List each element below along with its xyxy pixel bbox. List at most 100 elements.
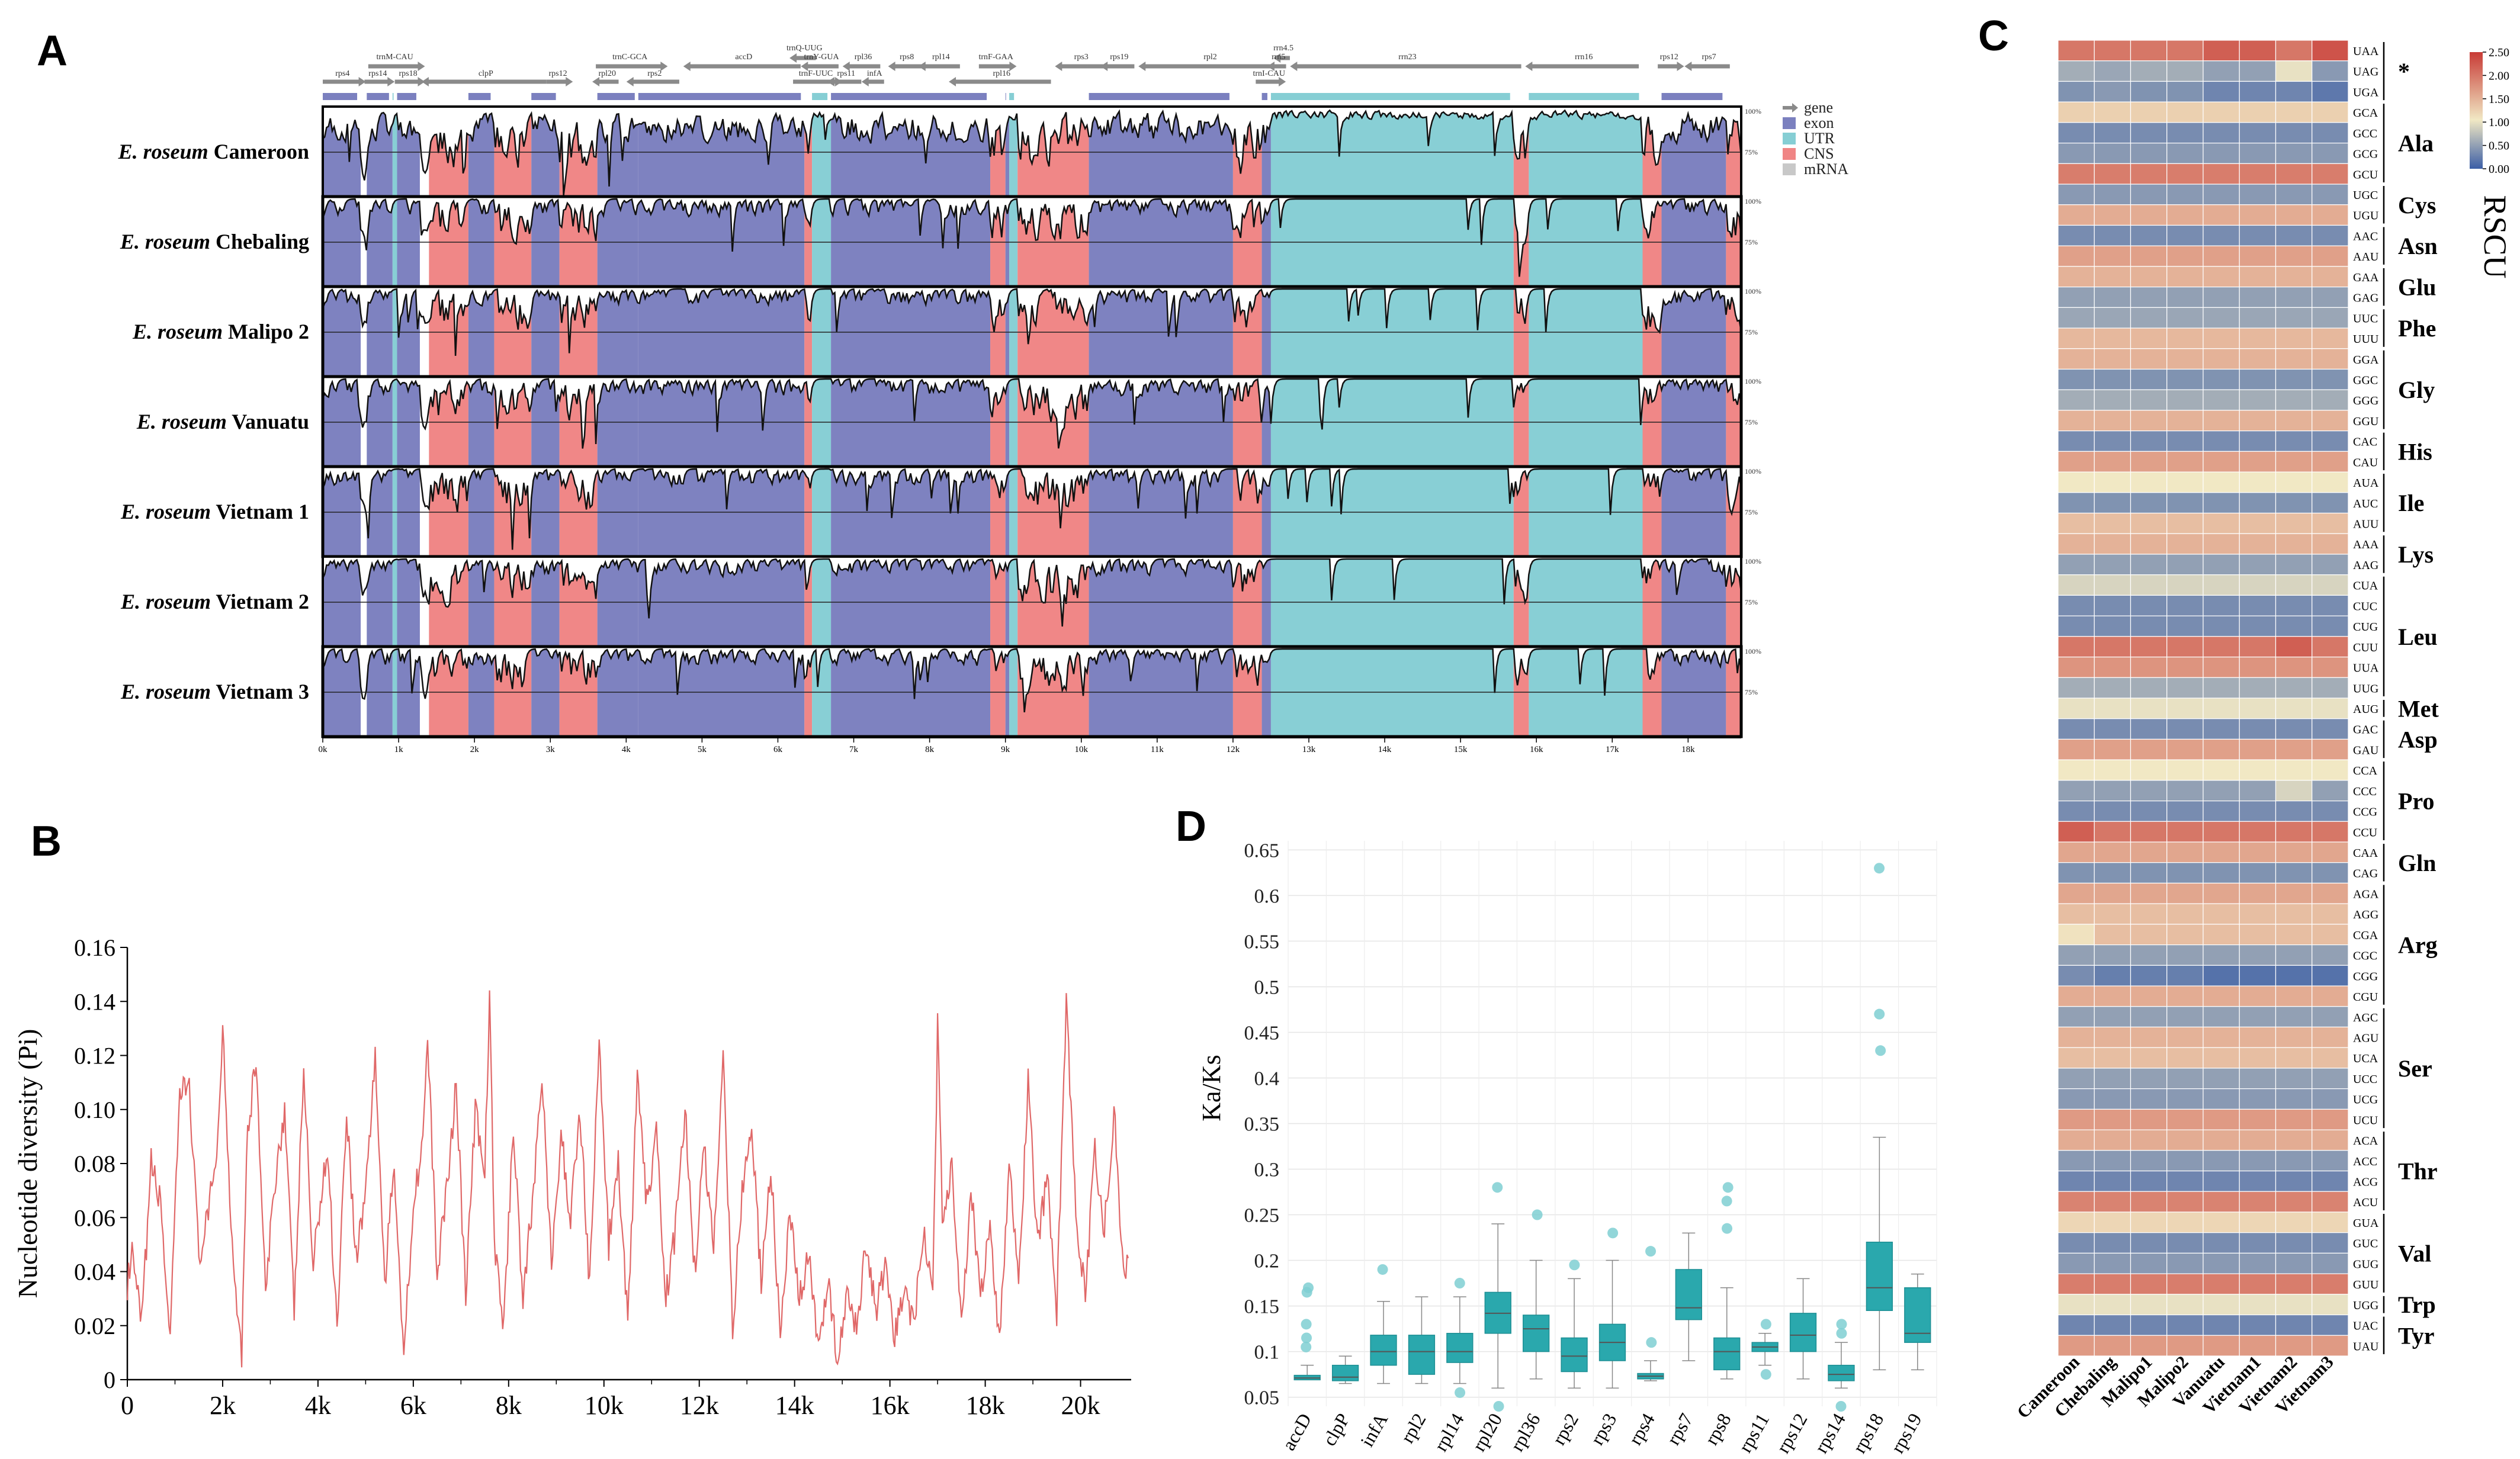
heat-cell bbox=[2057, 594, 2095, 616]
heat-cell bbox=[2057, 1006, 2095, 1028]
gene-block bbox=[1089, 93, 1229, 100]
colorbar-tick-label: 2.00 bbox=[2489, 69, 2509, 82]
heat-cell bbox=[2275, 780, 2313, 802]
identity-tick-100: 100% bbox=[1745, 557, 1761, 565]
colorbar-tick-label: 1.00 bbox=[2489, 116, 2509, 129]
heat-cell bbox=[2166, 985, 2204, 1007]
d-y-tick-label: 0.5 bbox=[1254, 976, 1280, 998]
heat-cell bbox=[2130, 122, 2168, 144]
heat-cell bbox=[2094, 1191, 2131, 1213]
heat-cell bbox=[2239, 1191, 2277, 1213]
heat-cell bbox=[2130, 451, 2168, 473]
heat-cell bbox=[2275, 1211, 2313, 1233]
gene-label: rrn5 bbox=[1272, 53, 1285, 62]
amino-acid-label: Pro bbox=[2398, 788, 2434, 815]
b-y-tick-label: 0 bbox=[104, 1367, 115, 1393]
heat-cell bbox=[2239, 965, 2277, 986]
heat-cell bbox=[2239, 533, 2277, 555]
heat-cell bbox=[2094, 101, 2131, 123]
heat-cell bbox=[2057, 944, 2095, 966]
heat-cell bbox=[2203, 944, 2240, 966]
a-x-tick-label: 1k bbox=[394, 745, 404, 754]
heat-cell bbox=[2057, 451, 2095, 473]
heat-cell bbox=[2203, 1068, 2240, 1090]
heat-cell bbox=[2312, 307, 2349, 329]
gene-block bbox=[1009, 93, 1015, 100]
a-x-tick-label: 16k bbox=[1530, 745, 1543, 754]
heat-cell bbox=[2312, 1314, 2349, 1336]
heat-cell bbox=[2094, 1068, 2131, 1090]
amino-acid-label: Ile bbox=[2398, 490, 2424, 516]
heat-cell bbox=[2203, 924, 2240, 946]
gene-label: rrn16 bbox=[1575, 53, 1593, 62]
a-x-tick-label: 17k bbox=[1606, 745, 1619, 754]
sample-label: E. roseum Vanuatu bbox=[136, 410, 309, 433]
heat-cell bbox=[2275, 1232, 2313, 1254]
codon-label: CUA bbox=[2353, 580, 2378, 593]
heat-cell bbox=[2239, 410, 2277, 432]
heat-cell bbox=[2275, 327, 2313, 349]
heat-cell bbox=[2312, 410, 2349, 432]
gene-arrowhead bbox=[566, 77, 573, 86]
gene-block bbox=[638, 93, 801, 100]
gene-arrowhead bbox=[387, 77, 395, 86]
heat-cell bbox=[2203, 554, 2240, 576]
heat-cell bbox=[2275, 738, 2313, 760]
codon-label: CGG bbox=[2353, 970, 2378, 983]
gene-block bbox=[367, 93, 389, 100]
gene-arrowhead bbox=[789, 53, 797, 63]
codon-label: UAC bbox=[2353, 1320, 2378, 1333]
codon-label: GUA bbox=[2353, 1217, 2379, 1230]
codon-label: CAA bbox=[2353, 847, 2378, 860]
amino-acid-label: Cys bbox=[2398, 192, 2436, 218]
gene-arrowhead bbox=[626, 77, 634, 86]
heat-cell bbox=[2203, 451, 2240, 473]
heat-cell bbox=[2094, 122, 2131, 144]
heat-cell bbox=[2166, 677, 2204, 699]
gene-label: rps7 bbox=[1702, 53, 1716, 62]
heat-cell bbox=[2094, 1294, 2131, 1316]
heat-cell bbox=[2239, 677, 2277, 699]
heat-cell bbox=[2203, 184, 2240, 205]
outlier-point bbox=[1875, 1045, 1886, 1056]
heat-cell bbox=[2275, 430, 2313, 452]
d-x-tick-label: rps3 bbox=[1586, 1410, 1621, 1449]
heat-cell bbox=[2275, 821, 2313, 843]
heat-cell bbox=[2239, 368, 2277, 390]
gene-label: rpl36 bbox=[855, 53, 872, 62]
codon-label: GUU bbox=[2353, 1278, 2379, 1291]
d-y-tick-label: 0.3 bbox=[1254, 1159, 1280, 1181]
a-x-tick-label: 9k bbox=[1001, 745, 1010, 754]
heat-cell bbox=[2203, 122, 2240, 144]
outlier-point bbox=[1455, 1387, 1466, 1398]
heat-cell bbox=[2312, 965, 2349, 986]
heat-cell bbox=[2166, 759, 2204, 781]
a-x-tick-label: 3k bbox=[546, 745, 556, 754]
heat-cell bbox=[2130, 142, 2168, 164]
codon-label: UCA bbox=[2353, 1052, 2378, 1065]
gene-label: rrn4.5 bbox=[1273, 44, 1293, 53]
heat-cell bbox=[2057, 224, 2095, 246]
codon-label: GGU bbox=[2353, 415, 2379, 428]
heat-cell bbox=[2057, 574, 2095, 596]
codon-label: AAA bbox=[2353, 538, 2379, 551]
heat-cell bbox=[2239, 800, 2277, 822]
heat-cell bbox=[2312, 1170, 2349, 1192]
heat-cell bbox=[2312, 451, 2349, 473]
heat-cell bbox=[2130, 101, 2168, 123]
heat-cell bbox=[2094, 389, 2131, 411]
panel-a-vista: rps4 trnM-CAU rps14 rps18 clpP rps12 trnC-GCA r… bbox=[118, 44, 1849, 754]
heat-cell bbox=[2094, 1211, 2131, 1233]
heat-cell bbox=[2130, 800, 2168, 822]
box bbox=[1370, 1335, 1397, 1366]
heat-cell bbox=[2094, 471, 2131, 493]
identity-mask bbox=[323, 107, 1741, 195]
outlier-point bbox=[1607, 1227, 1619, 1239]
heat-cell bbox=[2275, 677, 2313, 699]
codon-label: CGU bbox=[2353, 991, 2378, 1004]
heat-cell bbox=[2057, 101, 2095, 123]
sample-name: Malipo 2 bbox=[228, 320, 309, 343]
heat-cell bbox=[2130, 1252, 2168, 1274]
heat-cell bbox=[2203, 1129, 2240, 1151]
gene-arrowhead bbox=[949, 77, 956, 86]
